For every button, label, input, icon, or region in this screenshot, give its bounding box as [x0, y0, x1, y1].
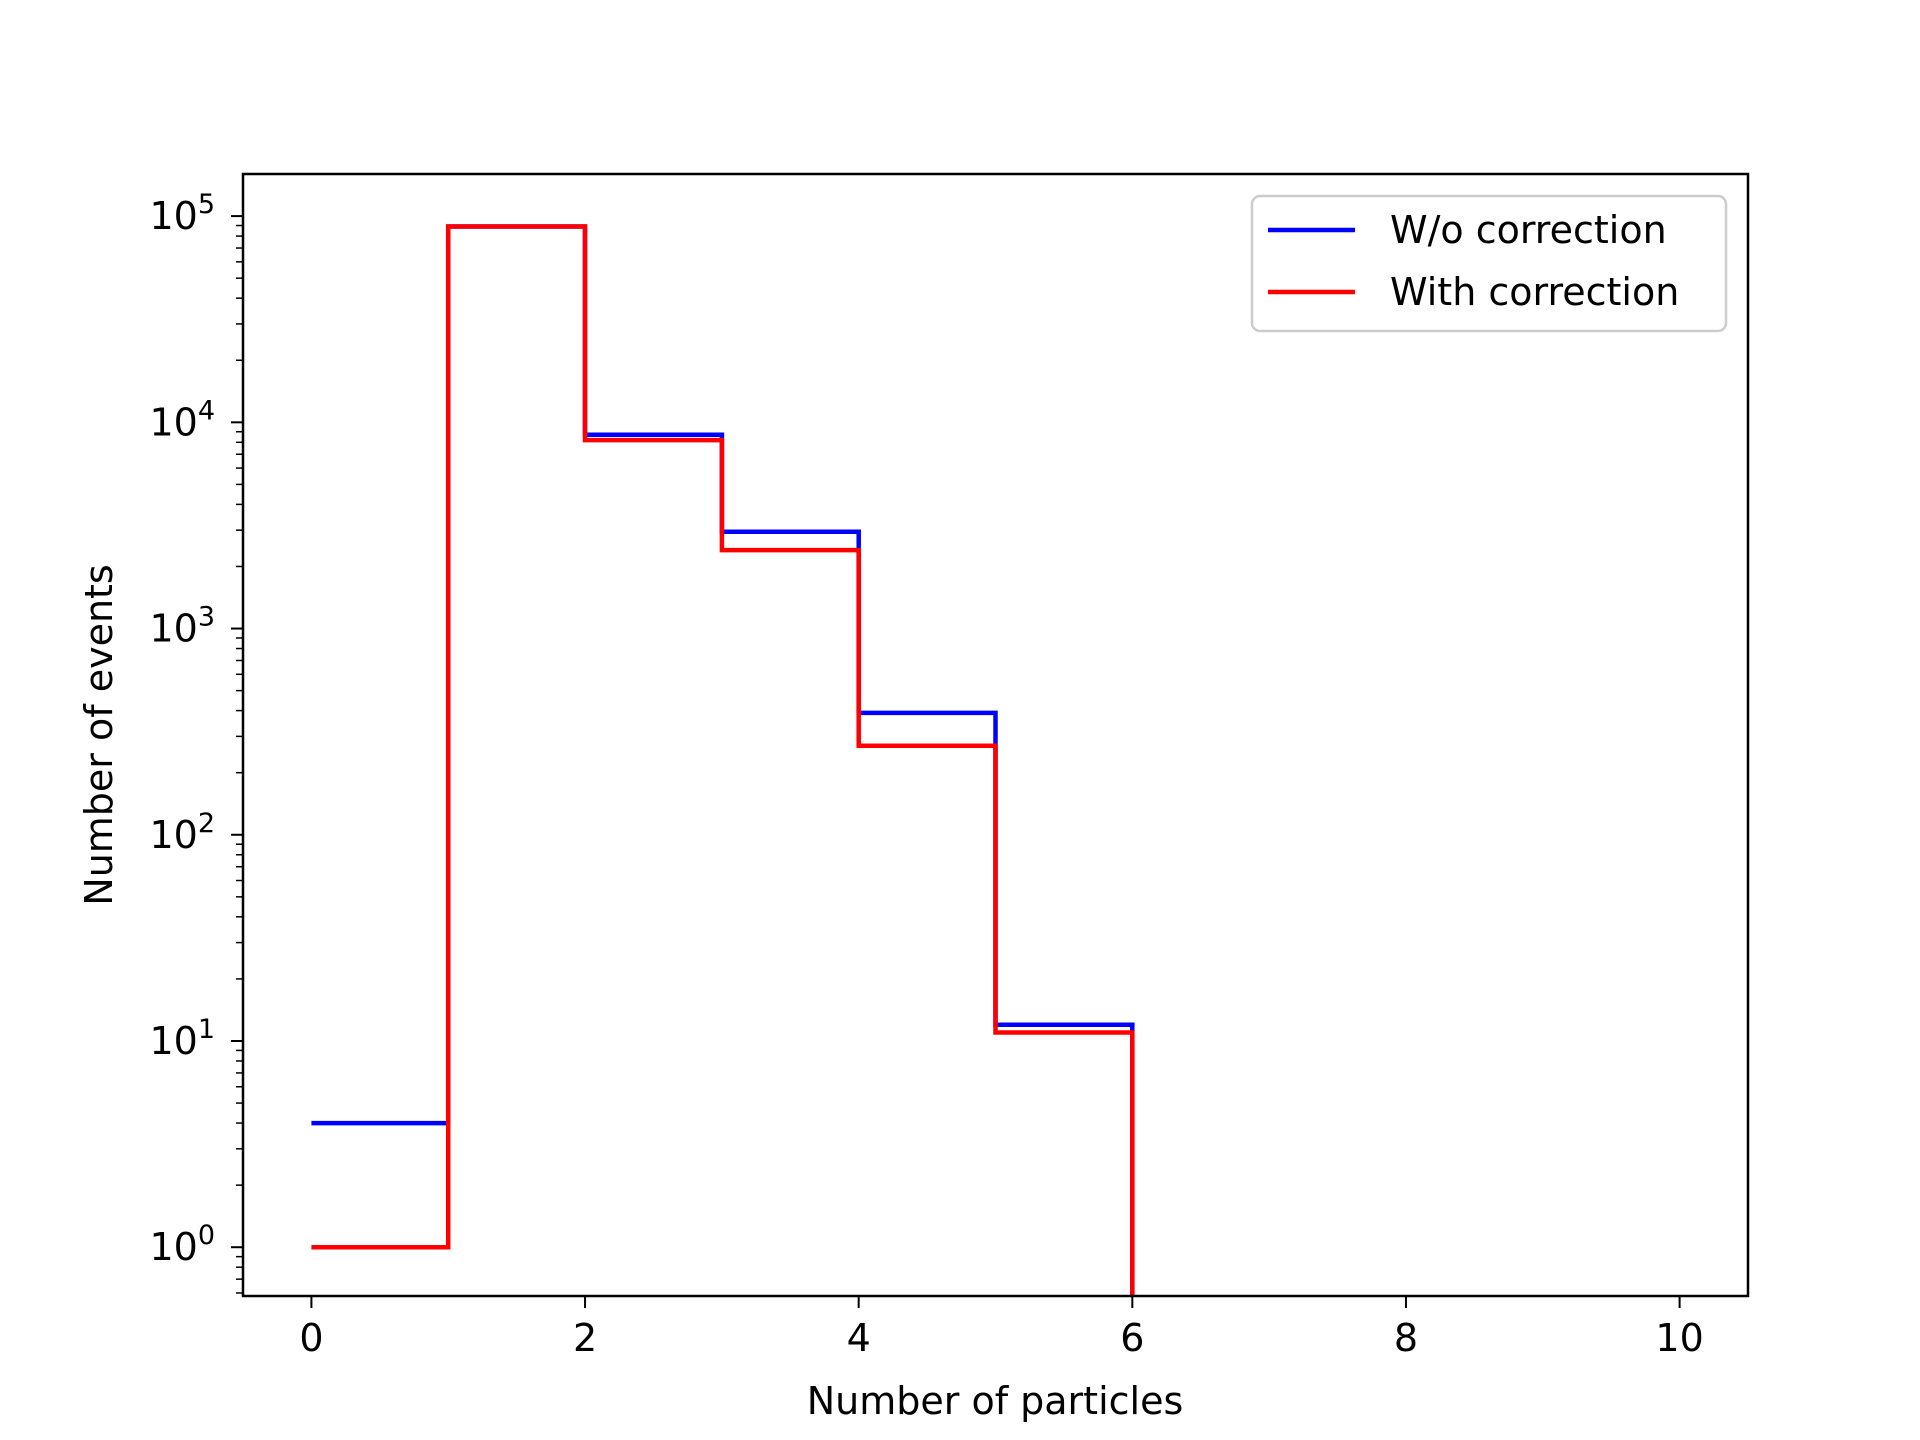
legend: W/o correction With correction: [1250, 194, 1728, 333]
y-tick-label: 104: [149, 395, 215, 444]
y-axis-label: Number of events: [77, 564, 121, 905]
y-tick-label: 100: [149, 1220, 215, 1269]
y-tick-label: 103: [149, 602, 215, 651]
x-tick-label: 4: [847, 1316, 871, 1360]
legend-label-1: W/o correction: [1390, 208, 1667, 252]
legend-items: W/o correction With correction: [1268, 208, 1679, 314]
y-tick-label: 102: [149, 808, 215, 857]
legend-label-2: With correction: [1390, 270, 1679, 314]
axes-frame: [241, 172, 1750, 1298]
x-tick-label: 2: [573, 1316, 597, 1360]
x-tick-label: 10: [1655, 1316, 1703, 1360]
series-line-2: [311, 224, 1135, 1296]
y-axis-ticks: 100 101 102 103 104 105: [149, 189, 243, 1294]
series-layer: [311, 224, 1135, 1296]
x-tick-label: 0: [299, 1316, 323, 1360]
x-axis-label: Number of particles: [807, 1379, 1184, 1423]
x-axis-ticks: 0 2 4 6 8 10: [299, 1296, 1704, 1360]
legend-frame: [1250, 194, 1728, 333]
x-tick-label: 6: [1120, 1316, 1144, 1360]
y-tick-label: 101: [149, 1014, 215, 1063]
plot-area: [241, 172, 1750, 1298]
y-tick-label: 105: [149, 189, 215, 238]
x-tick-label: 8: [1394, 1316, 1418, 1360]
